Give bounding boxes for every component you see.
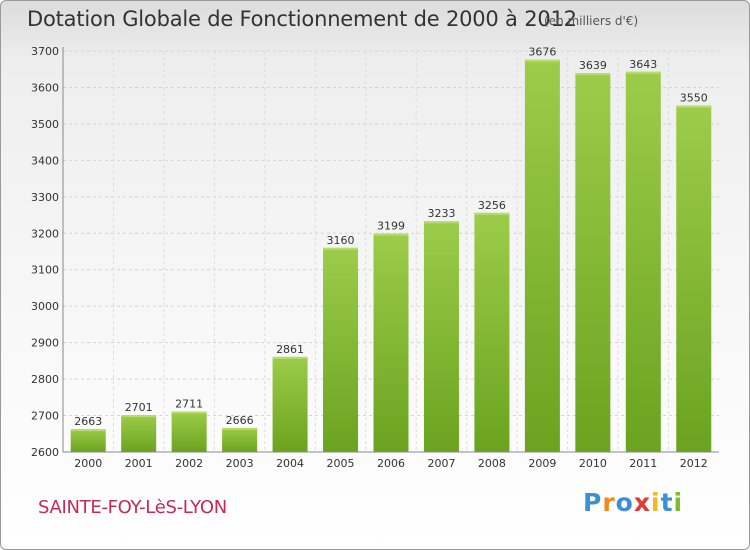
data-label: 2711 xyxy=(175,398,203,411)
data-label: 3550 xyxy=(680,92,708,105)
bar-highlight xyxy=(423,221,459,224)
y-tick-label: 3300 xyxy=(31,191,59,204)
y-tick-label: 3400 xyxy=(31,154,59,167)
x-tick-label: 2009 xyxy=(528,457,556,470)
y-tick-label: 3600 xyxy=(31,81,59,94)
axes: 2600 2700 2800 2900 3000 3100 3200 3300 3400 3500… xyxy=(31,45,719,470)
logo-letter: r xyxy=(602,488,616,517)
data-label: 2861 xyxy=(276,343,304,356)
proxiti-logo: Proxiti xyxy=(583,488,683,517)
bar-2004 xyxy=(272,356,308,452)
bar-highlight xyxy=(323,247,359,250)
logo-letter: o xyxy=(615,488,634,517)
bar-highlight xyxy=(625,71,661,74)
bars xyxy=(70,59,712,453)
bar-2011 xyxy=(625,71,661,453)
bar-highlight xyxy=(222,427,258,430)
bar-highlight xyxy=(575,73,611,76)
x-tick-label: 2003 xyxy=(226,457,254,470)
commune-name: SAINTE-FOY-LèS-LYON xyxy=(38,497,227,518)
bar-2002 xyxy=(171,411,207,452)
bar-highlight xyxy=(474,212,510,215)
y-tick-label: 3700 xyxy=(31,45,59,58)
x-tick-label: 2010 xyxy=(579,457,607,470)
chart-subtitle: (en milliers d'€) xyxy=(544,14,639,28)
data-label: 2663 xyxy=(74,415,102,428)
logo-letter: x xyxy=(633,488,651,517)
data-label: 3160 xyxy=(327,234,355,247)
data-label: 2701 xyxy=(125,401,153,414)
bar-2006 xyxy=(373,233,409,452)
x-tick-label: 2001 xyxy=(125,457,153,470)
y-tick-label: 3500 xyxy=(31,118,59,131)
y-tick-label: 2900 xyxy=(31,337,59,350)
data-label: 3199 xyxy=(377,220,405,233)
logo-letter: i xyxy=(651,488,661,517)
y-tick-label: 2600 xyxy=(31,446,59,459)
bar-highlight xyxy=(676,105,712,108)
bar-highlight xyxy=(524,59,560,62)
bar-2010 xyxy=(575,73,611,452)
x-tick-label: 2011 xyxy=(629,457,657,470)
bar-highlight xyxy=(272,356,308,359)
data-label: 2666 xyxy=(226,414,254,427)
y-tick-label: 2700 xyxy=(31,410,59,423)
bar-2007 xyxy=(423,221,459,452)
data-label: 3256 xyxy=(478,199,506,212)
x-tick-label: 2008 xyxy=(478,457,506,470)
data-label: 3233 xyxy=(427,207,455,220)
bar-highlight xyxy=(70,429,106,432)
bar-2008 xyxy=(474,212,510,452)
bar-2005 xyxy=(323,247,359,452)
logo-letter: i xyxy=(673,488,684,517)
x-tick-label: 2012 xyxy=(680,457,708,470)
y-tick-label: 3200 xyxy=(31,227,59,240)
y-tick-label: 3100 xyxy=(31,264,59,277)
y-tick-label: 3000 xyxy=(31,300,59,313)
bar-2001 xyxy=(121,415,157,452)
bar-2003 xyxy=(222,427,258,452)
x-tick-label: 2002 xyxy=(175,457,203,470)
chart-title: Dotation Globale de Fonctionnement de 20… xyxy=(27,7,577,31)
x-tick-label: 2000 xyxy=(74,457,102,470)
data-label: 3639 xyxy=(579,59,607,72)
bar-highlight xyxy=(121,415,157,418)
bar-highlight xyxy=(373,233,409,236)
bar-highlight xyxy=(171,411,207,414)
data-labels: 2663 2701 2711 2666 2861 3160 3199 3233 3256 3676… xyxy=(74,46,708,428)
logo-letter: t xyxy=(660,488,674,517)
bar-2012 xyxy=(676,105,712,452)
data-label: 3676 xyxy=(528,46,556,59)
bar-2000 xyxy=(70,429,106,452)
y-tick-label: 2800 xyxy=(31,373,59,386)
x-tick-label: 2006 xyxy=(377,457,405,470)
logo-letter: P xyxy=(583,488,603,517)
x-tick-label: 2004 xyxy=(276,457,304,470)
x-tick-label: 2007 xyxy=(427,457,455,470)
x-tick-label: 2005 xyxy=(327,457,355,470)
data-label: 3643 xyxy=(629,58,657,71)
bar-2009 xyxy=(524,59,560,453)
